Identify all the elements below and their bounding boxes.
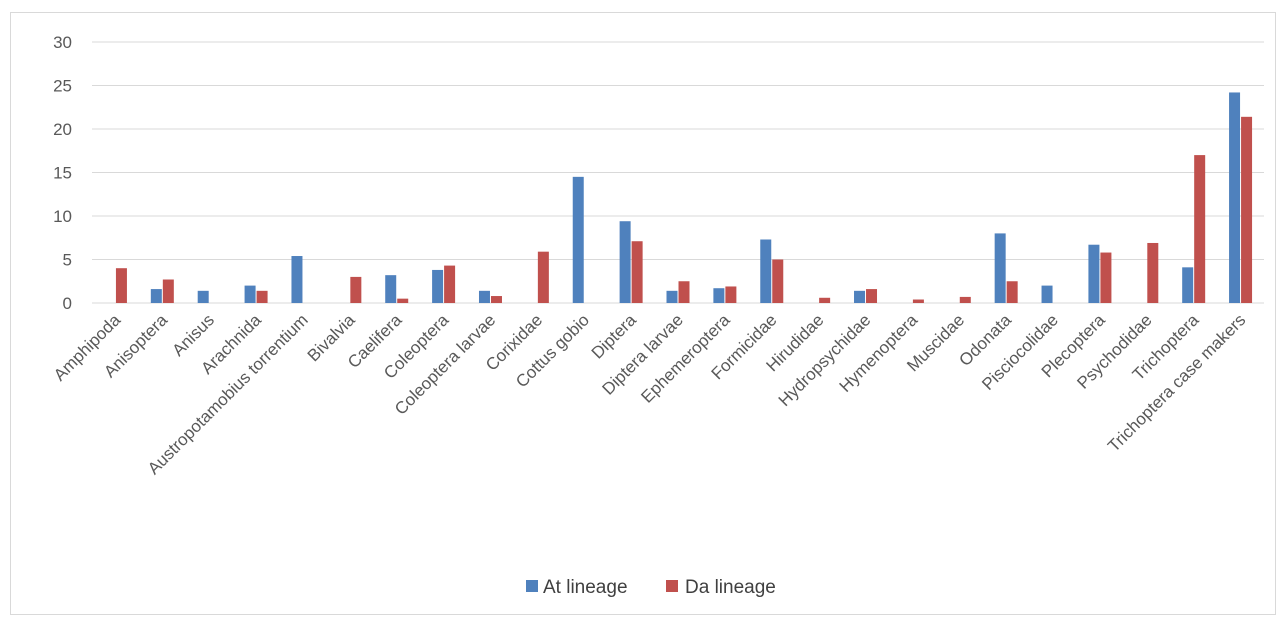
bar-da-lineage <box>537 251 549 303</box>
legend-swatch <box>526 580 538 592</box>
bar-da-lineage <box>397 298 409 303</box>
bar-at-lineage <box>619 221 631 303</box>
bar-at-lineage <box>1041 285 1053 303</box>
legend-label: Da lineage <box>685 577 776 598</box>
bar-at-lineage <box>666 290 678 303</box>
y-tick-label: 25 <box>53 77 72 96</box>
bar-da-lineage <box>1194 155 1206 303</box>
bar-da-lineage <box>162 279 174 303</box>
bar-at-lineage <box>385 275 397 303</box>
bar-at-lineage <box>1229 92 1241 304</box>
bar-at-lineage <box>150 289 162 303</box>
bar-at-lineage <box>572 176 584 303</box>
bar-da-lineage <box>772 259 784 303</box>
bar-da-lineage <box>631 241 643 303</box>
bar-da-lineage <box>1147 242 1159 303</box>
chart-frame <box>10 12 1276 615</box>
y-tick-label: 20 <box>53 120 72 139</box>
bar-da-lineage <box>912 299 924 303</box>
bar-da-lineage <box>256 290 268 303</box>
legend-swatch <box>666 580 678 592</box>
bar-at-lineage <box>994 233 1006 303</box>
bar-da-lineage <box>725 286 737 303</box>
bar-at-lineage <box>478 290 490 303</box>
x-tick-label: Diptera larvae <box>599 310 687 398</box>
bar-da-lineage <box>350 276 362 303</box>
bar-at-lineage <box>1182 267 1194 303</box>
bar-da-lineage <box>490 296 502 303</box>
bar-da-lineage <box>444 265 456 303</box>
y-tick-label: 30 <box>53 33 72 52</box>
y-tick-label: 15 <box>53 164 72 183</box>
bar-da-lineage <box>819 297 831 303</box>
bar-da-lineage <box>115 268 127 303</box>
bars <box>115 92 1253 304</box>
bar-at-lineage <box>244 285 256 303</box>
y-tick-label: 5 <box>63 251 72 270</box>
bar-at-lineage <box>432 269 444 303</box>
legend: At lineage Da lineage <box>526 577 776 598</box>
gridlines <box>92 41 1264 304</box>
y-tick-label: 10 <box>53 207 72 226</box>
bar-da-lineage <box>959 296 971 303</box>
bar-at-lineage <box>291 256 303 303</box>
legend-label: At lineage <box>543 577 628 598</box>
y-tick-label: 0 <box>63 294 72 313</box>
bar-at-lineage <box>1088 244 1100 303</box>
bar-da-lineage <box>1006 281 1018 303</box>
bar-at-lineage <box>854 290 866 303</box>
bar-da-lineage <box>678 281 690 303</box>
bar-da-lineage <box>1100 252 1112 303</box>
bar-da-lineage <box>1241 116 1253 303</box>
bar-at-lineage <box>197 290 209 303</box>
x-axis-ticks: AmphipodaAnisopteraAnisusArachnidaAustro… <box>50 310 1249 478</box>
bar-at-lineage <box>760 239 772 303</box>
y-axis-ticks: 0 5 10 15 20 25 30 <box>53 33 72 313</box>
bar-at-lineage <box>713 288 725 303</box>
bar-da-lineage <box>866 289 878 303</box>
